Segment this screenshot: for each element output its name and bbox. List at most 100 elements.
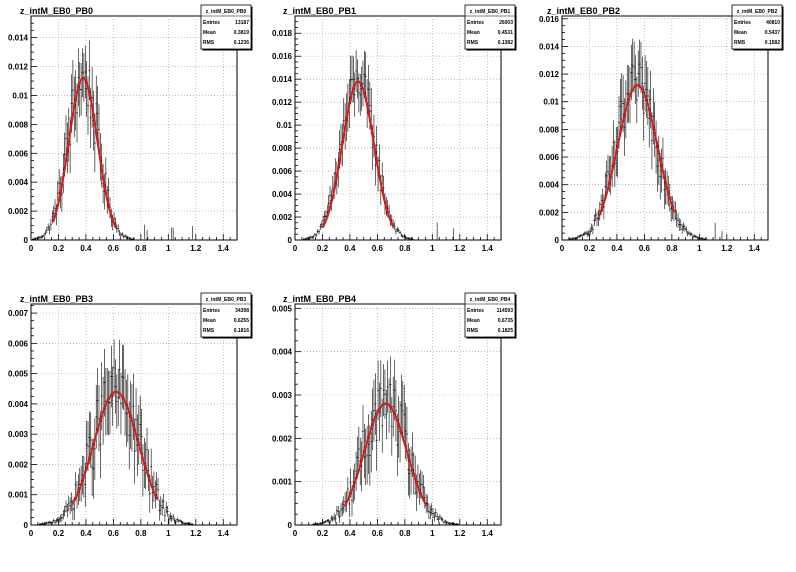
stats-value: 0.1382: [498, 40, 514, 46]
chart-panel-1: 0 0.2 0.4 0.6 0.8 1 1.2 1.4 0 0.002 0.004 0.006 0.00…: [272, 4, 517, 253]
stats-label: Entries: [467, 20, 484, 26]
y-tick-label: 0.004: [8, 400, 29, 409]
plot-frame: [294, 15, 502, 241]
y-tick-label: 0: [24, 521, 29, 530]
x-tick-label: 1: [166, 244, 171, 253]
stats-value: 13187: [235, 20, 249, 26]
y-tick-label: 0.005: [8, 370, 29, 379]
y-tick-label: 0.01: [12, 91, 28, 100]
x-tick-label: 0.4: [80, 529, 92, 538]
x-tick-label: 0.6: [108, 244, 120, 253]
stats-label: RMS: [734, 40, 746, 46]
x-tick-label: 0.6: [372, 529, 384, 538]
stats-value: 0.1825: [498, 328, 514, 334]
stats-value: 40810: [766, 20, 780, 26]
stats-box: z_intM_EB0_PB0 Entries 13187 Mean 0.3819 RMS 0…: [200, 4, 253, 51]
y-tick-label: 0.003: [272, 391, 293, 400]
y-tick-label: 0.012: [539, 70, 560, 79]
stats-value: 0.1582: [765, 40, 781, 46]
stats-value: 0.1236: [234, 40, 250, 46]
y-tick-label: 0.008: [539, 125, 560, 134]
y-tick-label: 0.01: [543, 98, 559, 107]
y-tick-label: 0.004: [272, 348, 293, 357]
y-tick-label: 0.014: [539, 42, 560, 51]
y-tick-label: 0: [288, 236, 293, 245]
chart-title: z_intM_EB0_PB4: [283, 294, 356, 304]
x-tick-label: 0.6: [372, 244, 384, 253]
stats-label: Mean: [203, 318, 216, 324]
chart-title: z_intM_EB0_PB3: [20, 294, 93, 304]
y-tick-label: 0.006: [8, 149, 29, 158]
y-tick-label: 0.008: [8, 120, 29, 129]
stats-value: 0.4531: [498, 30, 514, 36]
y-tick-label: 0.014: [272, 75, 293, 84]
stats-label: RMS: [467, 40, 479, 46]
y-tick-label: 0.008: [272, 144, 293, 153]
stats-value: 0.1816: [234, 328, 250, 334]
x-tick-label: 0.4: [344, 244, 356, 253]
stats-value: 26003: [499, 20, 513, 26]
x-tick-label: 0.4: [80, 244, 92, 253]
stats-name: z_intM_EB0_PB4: [470, 297, 511, 303]
x-tick-label: 0.2: [584, 244, 596, 253]
x-tick-label: 0.8: [135, 529, 147, 538]
x-tick-label: 0.2: [53, 244, 65, 253]
x-tick-label: 1: [430, 529, 435, 538]
x-tick-label: 0: [293, 529, 298, 538]
stats-box-frame: [200, 292, 252, 338]
x-tick-label: 1.4: [749, 244, 761, 253]
stats-box: z_intM_EB0_PB1 Entries 26003 Mean 0.4531 RMS 0…: [464, 4, 517, 51]
chart-title: z_intM_EB0_PB0: [20, 6, 93, 16]
chart-panel-0: 0 0.2 0.4 0.6 0.8 1 1.2 1.4 0 0.002 0.004 0.006 0.00…: [8, 4, 253, 253]
stats-label: Entries: [467, 308, 484, 314]
stats-name: z_intM_EB0_PB1: [470, 9, 511, 15]
fit-curve: [71, 390, 159, 506]
data-points: [38, 339, 194, 525]
fit-curve: [321, 80, 395, 229]
stats-box-frame: [464, 292, 516, 338]
y-tick-label: 0: [555, 236, 560, 245]
stats-label: Mean: [467, 318, 480, 324]
chart-panel-3: 0 0.2 0.4 0.6 0.8 1 1.2 1.4 0 0.001 0.002 0.003 0.00…: [8, 292, 253, 538]
chart-panel-2: 0 0.2 0.4 0.6 0.8 1 1.2 1.4 0 0.002 0.004 0.006 0.00…: [539, 4, 784, 253]
stats-box: z_intM_EB0_PB3 Entries 34398 Mean 0.6255 RMS 0…: [200, 292, 253, 339]
chart-title: z_intM_EB0_PB1: [283, 6, 356, 16]
stats-value: 0.3819: [234, 30, 250, 36]
y-tick-label: 0.006: [539, 153, 560, 162]
y-tick-label: 0.014: [8, 34, 29, 43]
y-tick-label: 0.006: [272, 167, 293, 176]
x-tick-label: 0: [29, 244, 34, 253]
y-tick-label: 0.012: [8, 63, 29, 72]
stats-value: 34398: [235, 308, 249, 314]
fit-curve: [343, 402, 428, 507]
stats-label: Entries: [203, 308, 220, 314]
x-tick-label: 1.2: [454, 529, 466, 538]
x-tick-label: 0: [29, 529, 34, 538]
x-tick-label: 0.2: [317, 244, 329, 253]
x-tick-label: 1: [697, 244, 702, 253]
stats-value: 0.6255: [234, 318, 250, 324]
y-tick-label: 0.001: [272, 478, 293, 487]
chart-title: z_intM_EB0_PB2: [547, 6, 620, 16]
x-tick-label: 0.4: [611, 244, 623, 253]
stats-name: z_intM_EB0_PB3: [206, 297, 247, 303]
plot-frame: [30, 303, 238, 526]
stats-value: 114593: [497, 308, 514, 314]
y-tick-label: 0.007: [8, 309, 29, 318]
y-tick-label: 0.006: [8, 339, 29, 348]
x-tick-label: 0.2: [317, 529, 329, 538]
y-tick-label: 0: [24, 236, 29, 245]
stats-box: z_intM_EB0_PB2 Entries 40810 Mean 0.5437 RMS 0…: [731, 4, 784, 51]
x-tick-label: 0.6: [108, 529, 120, 538]
plot-frame: [30, 15, 238, 241]
x-tick-label: 0.8: [399, 529, 411, 538]
stats-box: z_intM_EB0_PB4 Entries 114593 Mean 0.6735 RMS…: [464, 292, 517, 339]
chart-panel-4: 0 0.2 0.4 0.6 0.8 1 1.2 1.4 0 0.001 0.002 0.003 0.00…: [272, 292, 517, 538]
y-tick-label: 0.016: [272, 52, 293, 61]
stats-label: RMS: [203, 40, 215, 46]
plot-frame: [561, 15, 769, 241]
x-tick-label: 1.4: [482, 244, 494, 253]
x-tick-label: 1: [166, 529, 171, 538]
y-tick-label: 0: [288, 521, 293, 530]
